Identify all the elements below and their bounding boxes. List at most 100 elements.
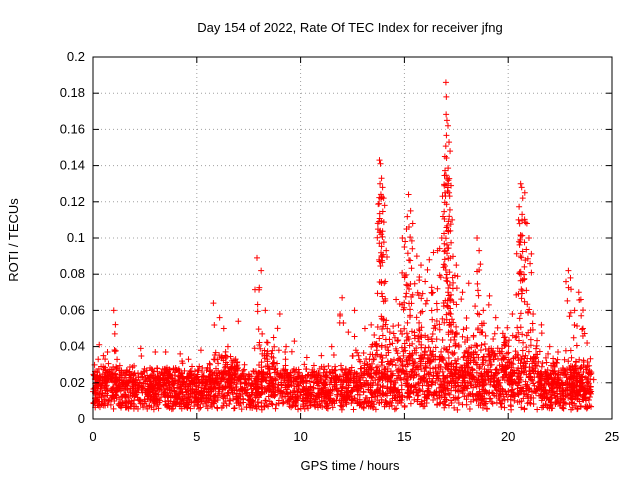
data-point — [433, 317, 440, 324]
data-point — [310, 362, 317, 369]
data-point — [222, 355, 229, 362]
data-point — [155, 373, 162, 380]
data-point — [177, 383, 184, 390]
data-point — [167, 372, 174, 379]
data-point — [360, 388, 367, 395]
data-point — [574, 377, 581, 384]
data-point — [162, 398, 169, 405]
data-point — [463, 362, 470, 369]
data-point — [349, 353, 356, 360]
data-point — [536, 348, 543, 355]
data-point — [515, 357, 522, 364]
data-point — [422, 278, 429, 285]
data-point — [515, 391, 522, 398]
data-point — [210, 300, 217, 307]
data-point — [461, 353, 468, 360]
data-point — [516, 378, 523, 385]
data-point — [418, 295, 425, 302]
data-point — [262, 397, 269, 404]
data-point — [473, 351, 480, 358]
data-point — [523, 246, 530, 253]
data-point — [141, 376, 148, 383]
data-point — [450, 279, 457, 286]
data-point — [123, 399, 130, 406]
data-point — [90, 386, 97, 393]
data-point — [474, 268, 481, 275]
data-point — [569, 388, 576, 395]
data-point — [227, 372, 234, 379]
data-point — [368, 321, 375, 328]
data-point — [401, 299, 408, 306]
data-point — [212, 349, 219, 356]
data-point — [526, 399, 533, 406]
data-point — [288, 395, 295, 402]
data-point — [548, 384, 555, 391]
data-point — [199, 373, 206, 380]
data-point — [283, 377, 290, 384]
data-point — [157, 381, 164, 388]
data-point — [447, 310, 454, 317]
data-point — [381, 202, 388, 209]
data-point — [337, 378, 344, 385]
data-point — [430, 249, 437, 256]
data-point — [110, 364, 117, 371]
data-point — [436, 245, 443, 252]
y-tick-label: 0.18 — [60, 85, 85, 100]
data-point — [534, 406, 541, 413]
data-point — [490, 347, 497, 354]
data-point — [415, 333, 422, 340]
data-point — [150, 368, 157, 375]
data-point — [371, 332, 378, 339]
data-point — [304, 372, 311, 379]
data-point — [397, 328, 404, 335]
data-point — [478, 375, 485, 382]
data-point — [448, 182, 455, 189]
data-point — [140, 380, 147, 387]
data-point — [234, 367, 241, 374]
data-point — [376, 399, 383, 406]
data-point — [292, 391, 299, 398]
data-point — [252, 381, 259, 388]
data-point — [412, 366, 419, 373]
data-point — [499, 330, 506, 337]
data-point — [90, 400, 97, 407]
data-point — [112, 321, 119, 328]
data-point — [380, 383, 387, 390]
data-point — [534, 337, 541, 344]
data-point — [485, 345, 492, 352]
data-point — [529, 356, 536, 363]
data-point — [440, 372, 447, 379]
data-point — [476, 388, 483, 395]
data-point — [459, 289, 466, 296]
data-point — [205, 385, 212, 392]
data-point — [378, 253, 385, 260]
data-point — [428, 307, 435, 314]
data-point — [491, 372, 498, 379]
data-point — [254, 254, 261, 261]
data-point — [443, 93, 450, 100]
data-point — [447, 321, 454, 328]
data-point — [467, 380, 474, 387]
data-point — [517, 180, 524, 187]
data-point — [451, 349, 458, 356]
data-point — [370, 404, 377, 411]
data-point — [497, 400, 504, 407]
data-point — [419, 308, 426, 315]
data-point — [268, 350, 275, 357]
data-point — [275, 347, 282, 354]
data-point — [445, 331, 452, 338]
data-point — [202, 398, 209, 405]
data-point — [559, 365, 566, 372]
data-point — [584, 363, 591, 370]
data-point — [471, 376, 478, 383]
data-point — [262, 363, 269, 370]
data-point — [395, 366, 402, 373]
data-point — [248, 380, 255, 387]
data-point — [378, 278, 385, 285]
data-point — [252, 375, 259, 382]
data-point — [162, 349, 169, 356]
data-point — [443, 277, 450, 284]
data-point — [196, 389, 203, 396]
data-point — [465, 280, 472, 287]
data-point — [432, 364, 439, 371]
